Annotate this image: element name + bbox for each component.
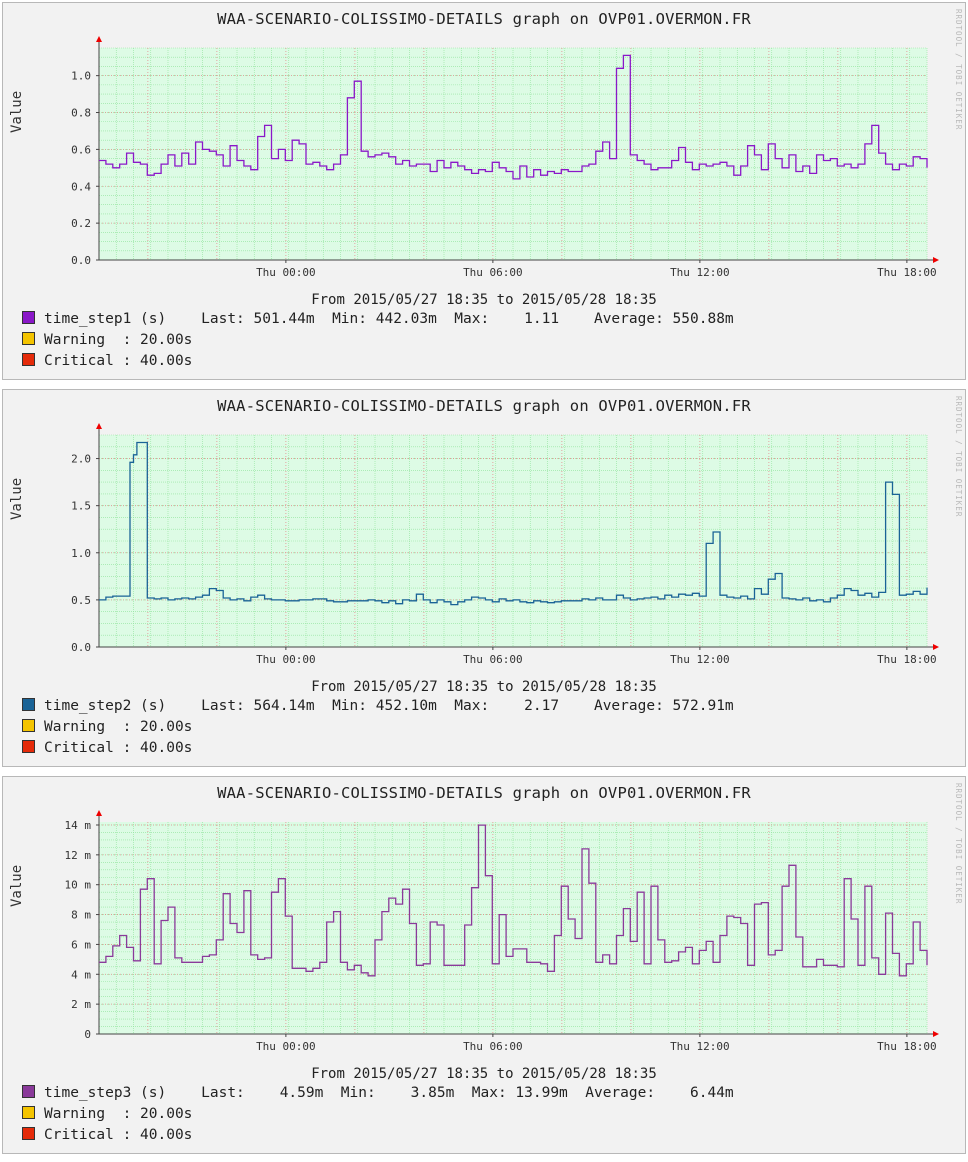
y-tick-label: 4 m xyxy=(71,968,91,981)
critical-legend-text: Critical : 40.00s xyxy=(44,740,193,756)
y-tick-label: 0.0 xyxy=(71,641,91,654)
x-tick-label: Thu 06:00 xyxy=(463,1040,523,1053)
legend-warning: Warning : 20.00s xyxy=(22,332,192,352)
y-tick-label: 1.0 xyxy=(71,70,91,83)
series-line xyxy=(99,54,928,180)
series-legend-text: time_step2 (s) Last: 564.14m Min: 452.10… xyxy=(44,698,734,714)
x-tick-label: Thu 12:00 xyxy=(670,266,730,279)
warning-legend-text: Warning : 20.00s xyxy=(44,332,193,348)
x-tick-label: Thu 18:00 xyxy=(877,653,937,666)
series-legend-text: time_step1 (s) Last: 501.44m Min: 442.03… xyxy=(44,311,734,327)
graph-title: WAA-SCENARIO-COLISSIMO-DETAILS graph on … xyxy=(217,397,751,415)
legend-critical: Critical : 40.00s xyxy=(22,353,192,373)
y-tick-label: 1.5 xyxy=(71,500,91,513)
legend-series: time_step3 (s) Last: 4.59m Min: 3.85m Ma… xyxy=(22,1085,734,1105)
series-color-swatch xyxy=(22,311,35,324)
y-axis-arrow xyxy=(96,423,102,429)
time-step2-chart: 0.0 0.5 1.0 1.5 2.0 Thu 00:00 Thu 06:00 Thu 12:… xyxy=(71,423,939,666)
y-tick-label: 2 m xyxy=(71,998,91,1011)
time-range-label: From 2015/05/27 18:35 to 2015/05/28 18:3… xyxy=(311,679,657,695)
y-axis-arrow xyxy=(96,36,102,42)
graph-panel-3: WAA-SCENARIO-COLISSIMO-DETAILS graph on … xyxy=(2,776,966,1154)
warning-legend-text: Warning : 20.00s xyxy=(44,1106,193,1122)
time-range-label: From 2015/05/27 18:35 to 2015/05/28 18:3… xyxy=(311,1066,657,1082)
legend-warning: Warning : 20.00s xyxy=(22,719,192,739)
rrdtool-watermark: RRDTOOL / TOBI OETIKER xyxy=(954,396,963,518)
critical-color-swatch xyxy=(22,1127,35,1140)
y-tick-label: 0 xyxy=(84,1028,91,1041)
y-tick-label: 1.0 xyxy=(71,547,91,560)
legend-series: time_step1 (s) Last: 501.44m Min: 442.03… xyxy=(22,311,734,331)
graph-title: WAA-SCENARIO-COLISSIMO-DETAILS graph on … xyxy=(217,784,751,802)
critical-color-swatch xyxy=(22,740,35,753)
x-tick-label: Thu 12:00 xyxy=(670,1040,730,1053)
y-tick-label: 0.2 xyxy=(71,217,91,230)
x-axis-arrow xyxy=(933,644,939,650)
graph-panel-1: WAA-SCENARIO-COLISSIMO-DETAILS graph on … xyxy=(2,2,966,380)
x-tick-label: Thu 06:00 xyxy=(463,266,523,279)
rrdtool-watermark: RRDTOOL / TOBI OETIKER xyxy=(954,783,963,905)
y-tick-label: 14 m xyxy=(65,819,92,832)
y-tick-label: 0.4 xyxy=(71,180,91,193)
y-tick-label: 12 m xyxy=(65,849,92,862)
warning-color-swatch xyxy=(22,332,35,345)
x-tick-label: Thu 00:00 xyxy=(256,653,316,666)
legend-warning: Warning : 20.00s xyxy=(22,1106,192,1126)
warning-color-swatch xyxy=(22,719,35,732)
series-line xyxy=(99,824,928,977)
critical-legend-text: Critical : 40.00s xyxy=(44,1127,193,1143)
x-tick-label: Thu 12:00 xyxy=(670,653,730,666)
x-tick-label: Thu 18:00 xyxy=(877,1040,937,1053)
y-tick-label: 6 m xyxy=(71,938,91,951)
critical-color-swatch xyxy=(22,353,35,366)
graph-panel-2: WAA-SCENARIO-COLISSIMO-DETAILS graph on … xyxy=(2,389,966,767)
time-range-label: From 2015/05/27 18:35 to 2015/05/28 18:3… xyxy=(311,292,657,308)
y-tick-label: 8 m xyxy=(71,909,91,922)
time-step1-chart: 0.0 0.2 0.4 0.6 0.8 1.0 Thu 00:00 Thu 06:00 Thu … xyxy=(71,36,939,279)
time-step3-chart: 0 2 m 4 m 6 m 8 m 10 m 12 m 14 m Thu 00:00 Thu 06… xyxy=(65,810,939,1053)
series-color-swatch xyxy=(22,1085,35,1098)
legend-critical: Critical : 40.00s xyxy=(22,740,192,760)
warning-legend-text: Warning : 20.00s xyxy=(44,719,193,735)
series-legend-text: time_step3 (s) Last: 4.59m Min: 3.85m Ma… xyxy=(44,1085,734,1101)
series-line xyxy=(99,441,928,606)
y-tick-label: 0.5 xyxy=(71,594,91,607)
series-color-swatch xyxy=(22,698,35,711)
critical-legend-text: Critical : 40.00s xyxy=(44,353,193,369)
graph-title: WAA-SCENARIO-COLISSIMO-DETAILS graph on … xyxy=(217,10,751,28)
y-tick-label: 0.0 xyxy=(71,254,91,267)
warning-color-swatch xyxy=(22,1106,35,1119)
y-axis-arrow xyxy=(96,810,102,816)
x-tick-label: Thu 00:00 xyxy=(256,266,316,279)
legend-series: time_step2 (s) Last: 564.14m Min: 452.10… xyxy=(22,698,734,718)
x-tick-label: Thu 06:00 xyxy=(463,653,523,666)
x-axis-arrow xyxy=(933,257,939,263)
grid-lines xyxy=(98,434,928,648)
x-tick-label: Thu 18:00 xyxy=(877,266,937,279)
x-tick-label: Thu 00:00 xyxy=(256,1040,316,1053)
rrdtool-watermark: RRDTOOL / TOBI OETIKER xyxy=(954,9,963,131)
grid-lines xyxy=(98,822,928,1035)
y-tick-label: 0.8 xyxy=(71,107,91,120)
legend-critical: Critical : 40.00s xyxy=(22,1127,192,1147)
y-tick-label: 0.6 xyxy=(71,143,91,156)
x-axis-arrow xyxy=(933,1031,939,1037)
y-tick-label: 10 m xyxy=(65,879,92,892)
y-tick-label: 2.0 xyxy=(71,453,91,466)
